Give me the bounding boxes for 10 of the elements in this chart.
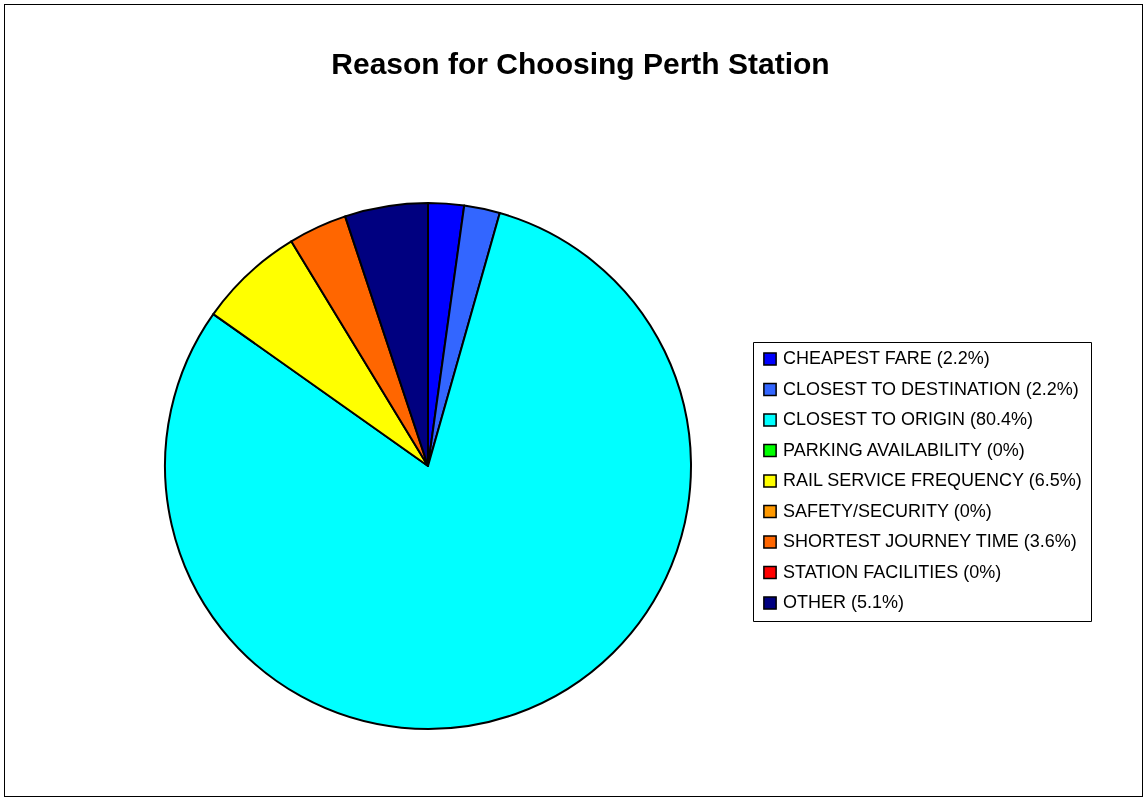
legend-label: OTHER (5.1%) (783, 592, 905, 612)
legend-label: STATION FACILITIES (0%) (783, 561, 1002, 582)
legend-label: SAFETY/SECURITY (0%) (783, 500, 992, 521)
legend-label: RAIL SERVICE FREQUENCY (6.5%) (783, 470, 1082, 490)
chart-title: Reason for Choosing Perth Station (331, 47, 830, 80)
legend-label: PARKING AVAILABILITY (0%) (783, 439, 1025, 460)
legend-label: SHORTEST JOURNEY TIME (3.6%) (783, 531, 1077, 551)
legend-label: CLOSEST TO ORIGIN (80.4%) (783, 409, 1034, 429)
legend-label: CHEAPEST FARE (2.2%) (783, 348, 990, 368)
legend-label: CLOSEST TO DESTINATION (2.2%) (783, 378, 1079, 399)
